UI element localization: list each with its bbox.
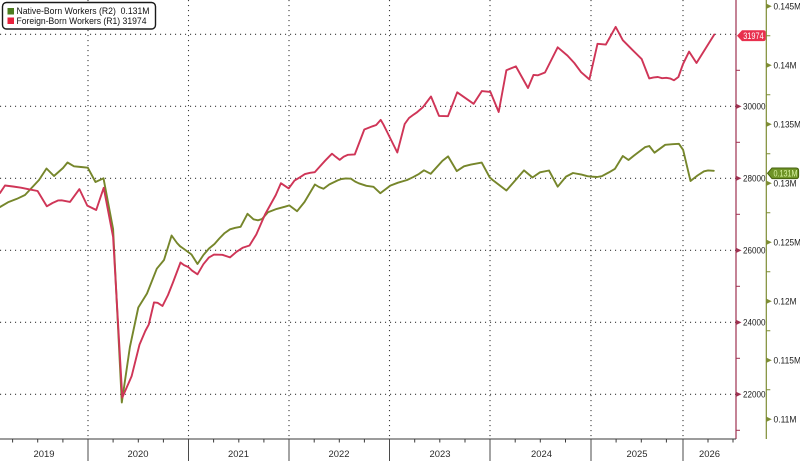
svg-text:31974: 31974 — [743, 31, 764, 41]
svg-text:26000: 26000 — [743, 246, 766, 256]
svg-text:2020: 2020 — [128, 449, 149, 460]
svg-text:Foreign-Born Workers (R1) 3197: Foreign-Born Workers (R1) 31974 — [17, 16, 147, 26]
svg-text:0.145M: 0.145M — [774, 1, 800, 11]
svg-text:2019: 2019 — [34, 449, 55, 460]
svg-text:0.14M: 0.14M — [774, 60, 797, 70]
svg-text:28000: 28000 — [743, 174, 766, 184]
svg-text:Native-Born Workers (R2) 0.13: Native-Born Workers (R2) 0.131M — [17, 6, 150, 16]
svg-text:0.135M: 0.135M — [774, 119, 800, 129]
svg-text:24000: 24000 — [743, 318, 766, 328]
svg-text:30000: 30000 — [743, 102, 766, 112]
svg-text:22000: 22000 — [743, 390, 766, 400]
svg-text:2025: 2025 — [627, 449, 648, 460]
svg-text:2024: 2024 — [531, 449, 552, 460]
svg-text:0.12M: 0.12M — [774, 296, 797, 306]
svg-text:2022: 2022 — [329, 449, 350, 460]
svg-text:0.131M: 0.131M — [774, 169, 798, 179]
svg-text:0.11M: 0.11M — [774, 414, 797, 424]
svg-text:2026: 2026 — [699, 449, 720, 460]
svg-text:0.125M: 0.125M — [774, 237, 800, 247]
svg-text:0.115M: 0.115M — [774, 355, 800, 365]
svg-text:2023: 2023 — [430, 449, 451, 460]
svg-text:2021: 2021 — [228, 449, 249, 460]
svg-text:0.13M: 0.13M — [774, 178, 797, 188]
